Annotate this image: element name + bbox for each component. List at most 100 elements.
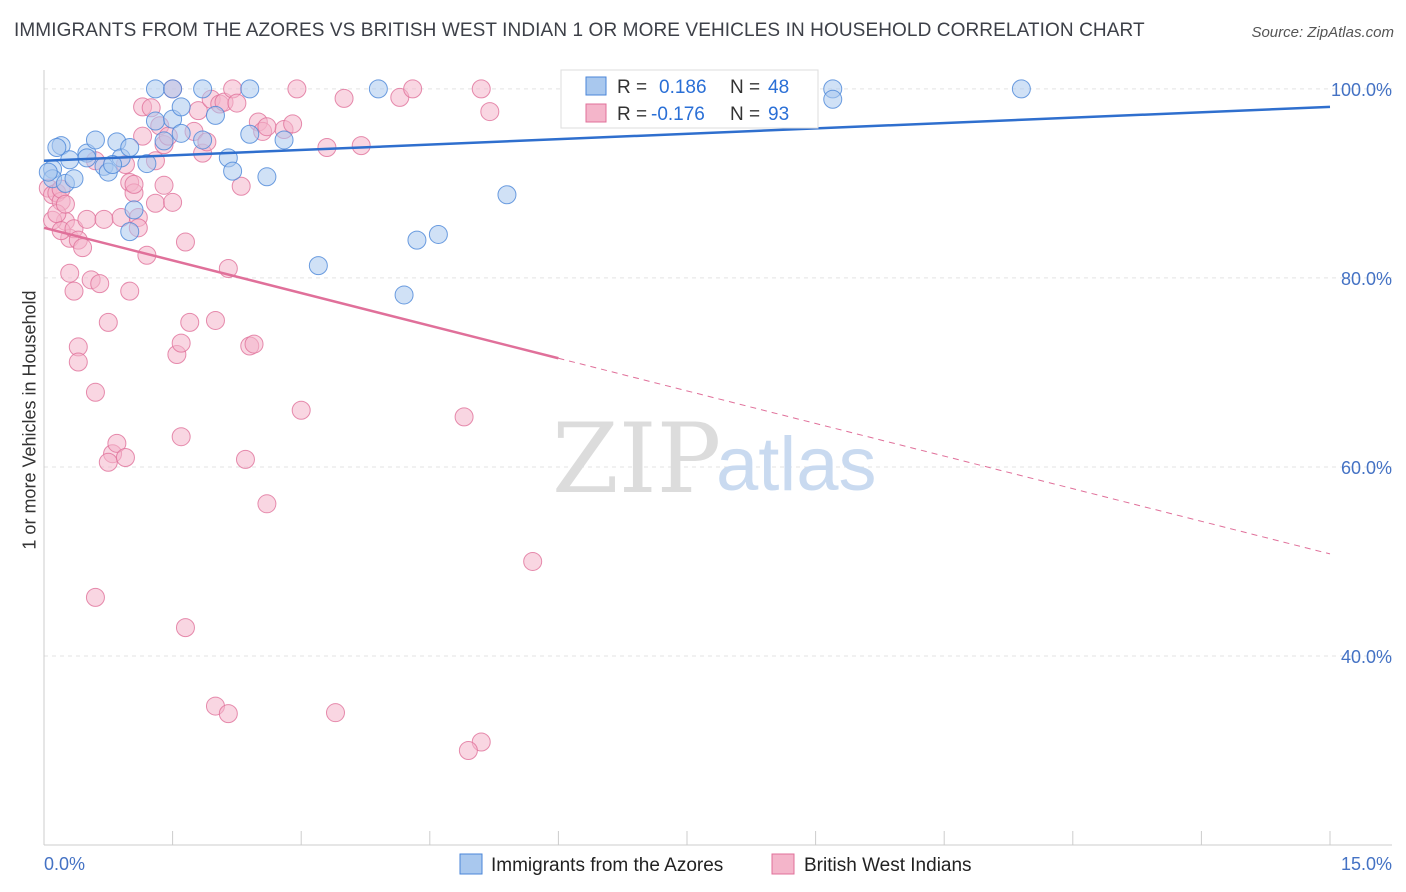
legend-label-azores: Immigrants from the Azores [491,855,723,876]
azores-point-25 [193,130,213,150]
bwi-point-39 [145,193,165,213]
chart-source: Source: ZipAtlas.com [1251,24,1394,41]
x-tick-label-1: 15.0% [1341,854,1392,874]
bwi-point-12 [60,263,80,283]
bwi-point-67 [257,494,277,514]
legend-swatch-bwi [771,853,795,875]
stats-box: R = 0.186 N = 48 R = -0.176 N = 93 [560,69,819,129]
stats-n-label-azores: N = [730,77,760,98]
stats-r-label-bwi: R = [617,104,647,125]
y-tick-label-2: 60.0% [1341,458,1392,478]
y-tick-label-3: 40.0% [1341,647,1392,667]
bwi-point-70 [287,79,307,99]
azores-point-44 [1011,79,1031,99]
bwi-point-18 [90,274,110,294]
bwi-point-25 [107,433,127,453]
azores-point-5 [64,169,84,189]
bwi-point-22 [98,312,118,332]
azores-point-33 [308,256,328,276]
chart-title: IMMIGRANTS FROM THE AZORES VS BRITISH WE… [14,20,1145,41]
bwi-point-64 [244,334,264,354]
stats-r-value-azores: 0.186 [659,77,707,98]
azores-point-30 [240,124,260,144]
bwi-point-24 [98,452,118,472]
stats-n-value-azores: 48 [768,77,789,98]
azores-point-20 [163,79,183,99]
y-tick-label-1: 80.0% [1341,269,1392,289]
bwi-point-49 [180,312,200,332]
bwi-point-47 [171,427,191,447]
bwi-point-85 [325,703,345,723]
azores-point-23 [171,97,191,117]
stats-swatch-bwi [585,103,607,123]
stats-r-value-bwi: -0.176 [651,104,705,125]
azores-point-17 [145,79,165,99]
bwi-point-29 [120,281,140,301]
series-british-west-indians [38,79,543,760]
bwi-point-15 [68,352,88,372]
bwi-point-46 [171,333,191,353]
bwi-point-80 [523,551,543,571]
bwi-point-69 [283,114,303,134]
bwi-point-84 [218,704,238,724]
azores-point-34 [368,79,388,99]
azores-point-31 [257,167,277,187]
azores-point-16 [137,154,157,174]
series-azores [38,79,1031,305]
azores-point-29 [240,79,260,99]
azores-point-24 [193,79,213,99]
azores-point-32 [274,130,294,150]
bwi-point-28 [115,448,135,467]
stats-r-label-azores: R = [617,77,647,98]
azores-point-36 [407,230,427,250]
azores-point-28 [223,161,243,181]
azores-point-18 [145,111,165,131]
bwi-point-92 [257,117,277,137]
watermark-zip: ZIP [552,403,721,515]
azores-point-15 [120,222,140,242]
azores-point-45 [38,162,58,182]
azores-point-19 [154,131,174,151]
bwi-point-62 [235,449,255,469]
stats-n-label-bwi: N = [730,104,760,125]
bwi-point-87 [458,740,478,760]
bwi-point-89 [55,194,75,214]
bwi-point-79 [480,102,500,122]
stats-n-value-bwi: 93 [768,104,789,125]
bwi-point-74 [351,136,371,156]
azores-point-13 [120,138,140,157]
bwi-point-61 [231,176,251,196]
bwi-point-82 [175,618,195,638]
watermark: ZIP atlas [552,403,877,515]
trend-lines [43,105,1331,555]
trend-line-bwi [43,226,559,360]
y-tick-label-0: 100.0% [1331,80,1392,100]
gridlines [44,88,1392,657]
bwi-point-78 [471,79,491,99]
legend-label-bwi: British West Indians [804,855,972,876]
bwi-point-19 [77,209,97,229]
bwi-point-73 [334,88,354,108]
bwi-point-60 [227,93,247,113]
azores-point-37 [428,224,448,244]
azores-point-46 [47,138,67,157]
bwi-point-13 [64,281,84,301]
legend-swatch-azores [459,853,483,875]
azores-point-35 [394,285,414,305]
azores-point-14 [124,200,144,220]
x-tick-label-0: 0.0% [44,854,85,874]
axes [43,70,1392,846]
azores-point-47 [103,155,123,175]
bwi-point-11 [73,238,93,258]
bwi-point-21 [94,209,114,229]
trend-line-azores [43,105,1331,162]
bwi-point-77 [454,407,474,427]
bwi-point-91 [154,175,174,195]
watermark-atlas: atlas [716,422,877,507]
bwi-point-71 [291,400,311,420]
azores-point-26 [205,105,225,125]
bwi-point-81 [85,587,105,607]
tick-labels: 100.0% 80.0% 60.0% 40.0% 0.0% 15.0% [44,80,1392,874]
bwi-point-43 [163,192,183,212]
